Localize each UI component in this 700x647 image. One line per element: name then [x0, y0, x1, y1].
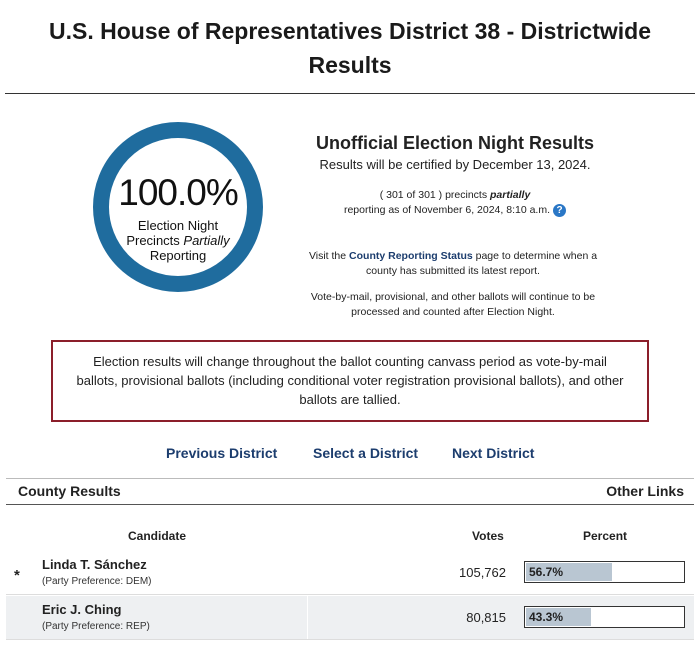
gauge-label-line3: Reporting [149, 248, 207, 263]
select-district-link[interactable]: Select a District [313, 445, 419, 461]
gauge-label-em: Partially [183, 233, 230, 248]
reporting-timestamp: reporting as of November 6, 2024, 8:10 a… [343, 204, 551, 216]
county-results-link[interactable]: County Results [18, 483, 121, 499]
visit-suffix: page to determine when a county has subm… [366, 250, 598, 277]
percent-bar: 43.3% [524, 606, 685, 628]
results-notice: Election results will change throughout … [51, 340, 649, 422]
certification-date: Results will be certified by December 13… [319, 157, 591, 172]
candidate-name: Linda T. Sánchez [42, 557, 147, 572]
visit-prefix: Visit the [308, 250, 350, 262]
candidate-party: (Party Preference: REP) [42, 621, 150, 632]
next-district-link[interactable]: Next District [452, 445, 535, 461]
precincts-count: ( 301 of 301 ) precincts [379, 189, 491, 201]
percent-bar-fill [526, 563, 612, 581]
gauge-label-prefix: Precincts [126, 233, 184, 248]
header-candidate: Candidate [128, 529, 187, 543]
percent-text: 43.3% [529, 610, 564, 624]
header-percent: Percent [583, 529, 628, 543]
precincts-partially: partially [490, 189, 531, 201]
table-row: Eric J. Ching (Party Preference: REP) 80… [6, 596, 694, 640]
title-divider [5, 93, 695, 94]
help-icon[interactable]: ? [553, 203, 567, 217]
column-separator [307, 596, 308, 639]
percent-text: 56.7% [529, 565, 564, 579]
vote-by-mail-note: Vote-by-mail, provisional, and other bal… [310, 291, 596, 318]
candidate-votes: 105,762 [459, 565, 506, 580]
header-votes: Votes [472, 529, 504, 543]
precincts-reporting-gauge: 100.0% Election Night Precincts Partiall… [93, 122, 263, 292]
page-title: U.S. House of Representatives District 3… [0, 14, 700, 82]
percent-bar-fill [526, 608, 592, 626]
county-reporting-status-link[interactable]: County Reporting Status [349, 250, 473, 262]
page-title-line2: Results [308, 52, 392, 78]
summary-heading: Unofficial Election Night Results [315, 133, 595, 153]
page-title-line1: U.S. House of Representatives District 3… [48, 18, 651, 44]
gauge-label-line2: Precincts Partially [109, 233, 247, 248]
precincts-status: ( 301 of 301 ) precincts partially repor… [285, 188, 625, 218]
candidate-party: (Party Preference: DEM) [42, 576, 152, 587]
gauge-percent: 100.0% [118, 172, 239, 213]
candidate-name: Eric J. Ching [42, 602, 122, 617]
results-section-bar: County Results Other Links [6, 478, 694, 505]
previous-district-link[interactable]: Previous District [166, 445, 278, 461]
winner-marker: * [14, 567, 20, 584]
other-links-link[interactable]: Other Links [606, 483, 684, 499]
percent-bar: 56.7% [524, 561, 685, 583]
county-reporting-note: Visit the County Reporting Status page t… [293, 249, 613, 279]
table-row: * Linda T. Sánchez (Party Preference: DE… [6, 551, 694, 595]
gauge-label-line1: Election Night [137, 218, 219, 233]
candidate-votes: 80,815 [466, 610, 506, 625]
gauge-label: Election Night Precincts Partially Repor… [109, 218, 247, 263]
